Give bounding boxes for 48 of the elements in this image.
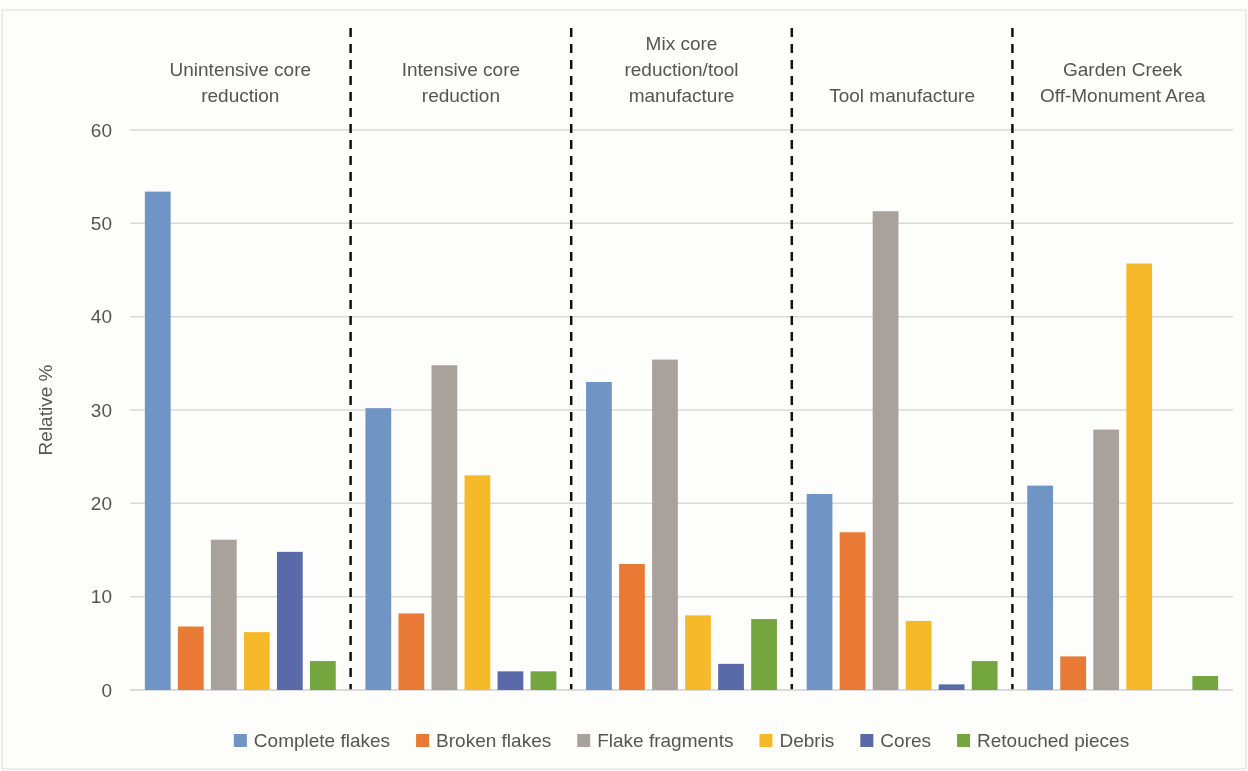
bar — [872, 211, 899, 690]
bar — [464, 475, 491, 690]
bar — [806, 494, 833, 690]
bar — [365, 408, 392, 690]
y-tick-label: 10 — [90, 586, 112, 608]
legend-label: Broken flakes — [436, 730, 552, 751]
bar — [398, 613, 425, 690]
bar — [685, 615, 711, 690]
bar — [210, 539, 237, 690]
legend-label: Cores — [880, 730, 932, 751]
bar — [144, 191, 171, 690]
bar — [497, 671, 524, 690]
bar — [619, 564, 645, 690]
bar — [530, 671, 557, 690]
bar — [177, 626, 204, 690]
y-axis-title: Relative % — [35, 364, 56, 456]
legend-label: Debris — [779, 730, 835, 751]
y-tick-label: 40 — [90, 306, 112, 328]
bar — [652, 359, 678, 690]
y-tick-label: 20 — [90, 492, 112, 514]
legend-label: Flake fragments — [597, 730, 734, 751]
y-tick-label: 60 — [90, 119, 112, 141]
y-tick-label: 0 — [101, 679, 112, 701]
bar — [1027, 485, 1054, 690]
y-tick-label: 30 — [90, 399, 112, 421]
x-tick-label: Intensive core reduction — [401, 59, 521, 106]
bar — [1060, 656, 1087, 690]
x-tick-label: Tool manufacture — [829, 85, 975, 106]
y-tick-label: 50 — [90, 212, 112, 234]
x-tick-label: Unintensive core reduction — [169, 59, 312, 106]
bar — [309, 661, 336, 690]
bar — [1126, 263, 1153, 690]
bar — [276, 551, 303, 690]
bar — [718, 663, 744, 690]
bar — [1093, 429, 1120, 690]
bar — [586, 382, 612, 690]
bar — [431, 365, 458, 690]
x-tick-label: Garden Creek Off-Monument Area — [1039, 59, 1206, 106]
x-tick-label: Mix core reduction/tool manufacture — [624, 33, 739, 106]
bar — [971, 661, 998, 690]
bar — [1192, 676, 1219, 690]
bar — [905, 620, 932, 690]
bar — [243, 632, 270, 690]
bar — [751, 619, 777, 690]
legend-label: Complete flakes — [253, 730, 391, 751]
bar — [839, 532, 866, 690]
bar — [938, 684, 965, 690]
legend-label: Retouched pieces — [977, 730, 1130, 751]
